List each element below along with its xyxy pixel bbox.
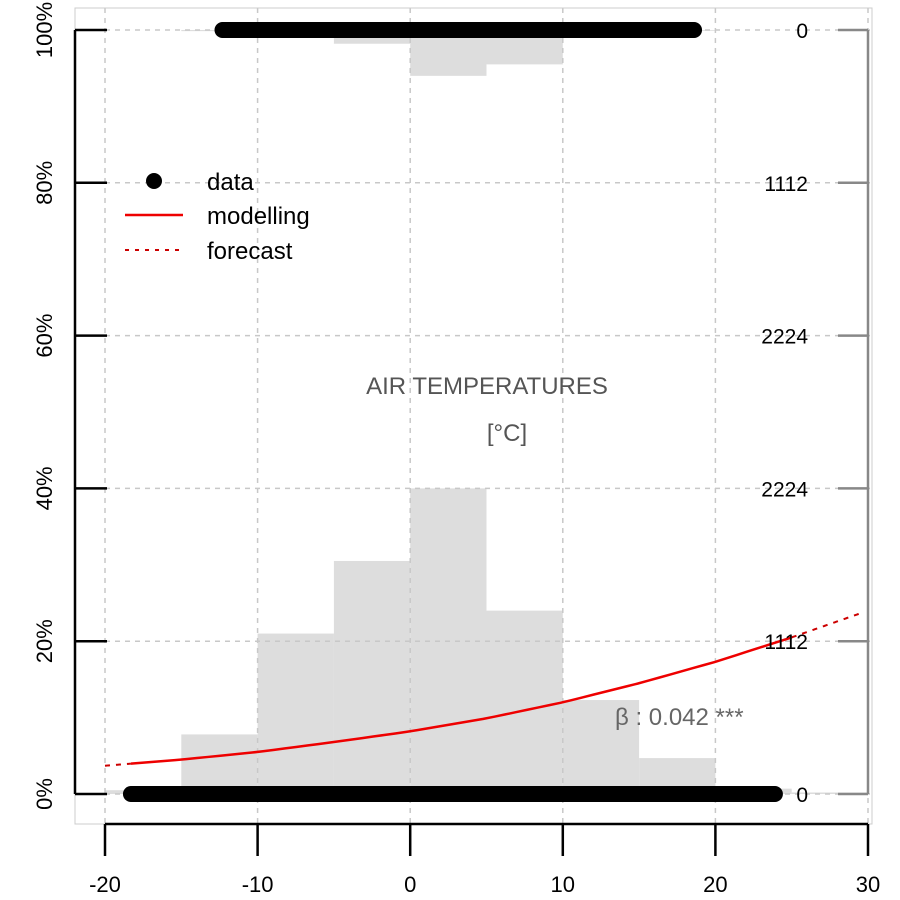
variable-label: AIR TEMPERATURES [366, 373, 608, 400]
x-tick-label: 30 [856, 872, 880, 897]
hist-bottom-bar [562, 700, 640, 794]
y-tick-label: 100% [32, 2, 57, 58]
legend: data modelling forecast [125, 169, 310, 265]
data-points-y0 [122, 786, 783, 802]
right-tick-label: 2224 [761, 326, 808, 349]
y-tick-label: 40% [32, 466, 57, 510]
forecast-curve-right [791, 612, 861, 639]
right-tick-label: 2224 [761, 478, 808, 501]
legend-label-forecast: forecast [207, 238, 293, 265]
modelling-curve [130, 636, 793, 765]
model-curve [104, 612, 861, 767]
x-tick-label: -20 [89, 872, 121, 897]
y-tick-label: 80% [32, 161, 57, 205]
right-tick-label: 1112 [764, 173, 808, 196]
legend-point-marker [146, 173, 162, 189]
y-axis-left: 0% 20% 40% 60% 80% 100% [32, 2, 107, 810]
x-tick-label: -10 [242, 872, 274, 897]
data-points-y1 [214, 22, 703, 38]
hist-bottom-bar [486, 610, 563, 794]
x-tick-label: 0 [404, 872, 416, 897]
hist-bottom-bar [333, 560, 411, 794]
data-point [686, 22, 703, 38]
y-tick-label: 60% [32, 314, 57, 358]
beta-label: β : 0.042 *** [615, 704, 744, 731]
y-tick-label: 0% [32, 778, 57, 810]
x-tick-label: 10 [551, 872, 575, 897]
x-tick-label: 20 [703, 872, 727, 897]
right-tick-label: 0 [796, 20, 808, 43]
hist-bottom-bar [181, 734, 258, 794]
y-tick-label: 20% [32, 619, 57, 663]
right-tick-label: 1112 [764, 631, 808, 654]
unit-label: [°C] [487, 420, 527, 447]
hist-bottom-bar [791, 792, 868, 794]
x-axis: -20 -10 0 10 20 30 [89, 822, 880, 897]
hist-bottom-bar [257, 633, 334, 794]
legend-label-modelling: modelling [207, 203, 310, 230]
right-tick-label: 0 [796, 784, 808, 807]
y-axis-right: 0 1112 2224 2224 1112 0 [761, 20, 870, 807]
data-point [766, 786, 783, 802]
legend-label-data: data [207, 169, 254, 196]
forecast-curve-left [104, 762, 132, 767]
